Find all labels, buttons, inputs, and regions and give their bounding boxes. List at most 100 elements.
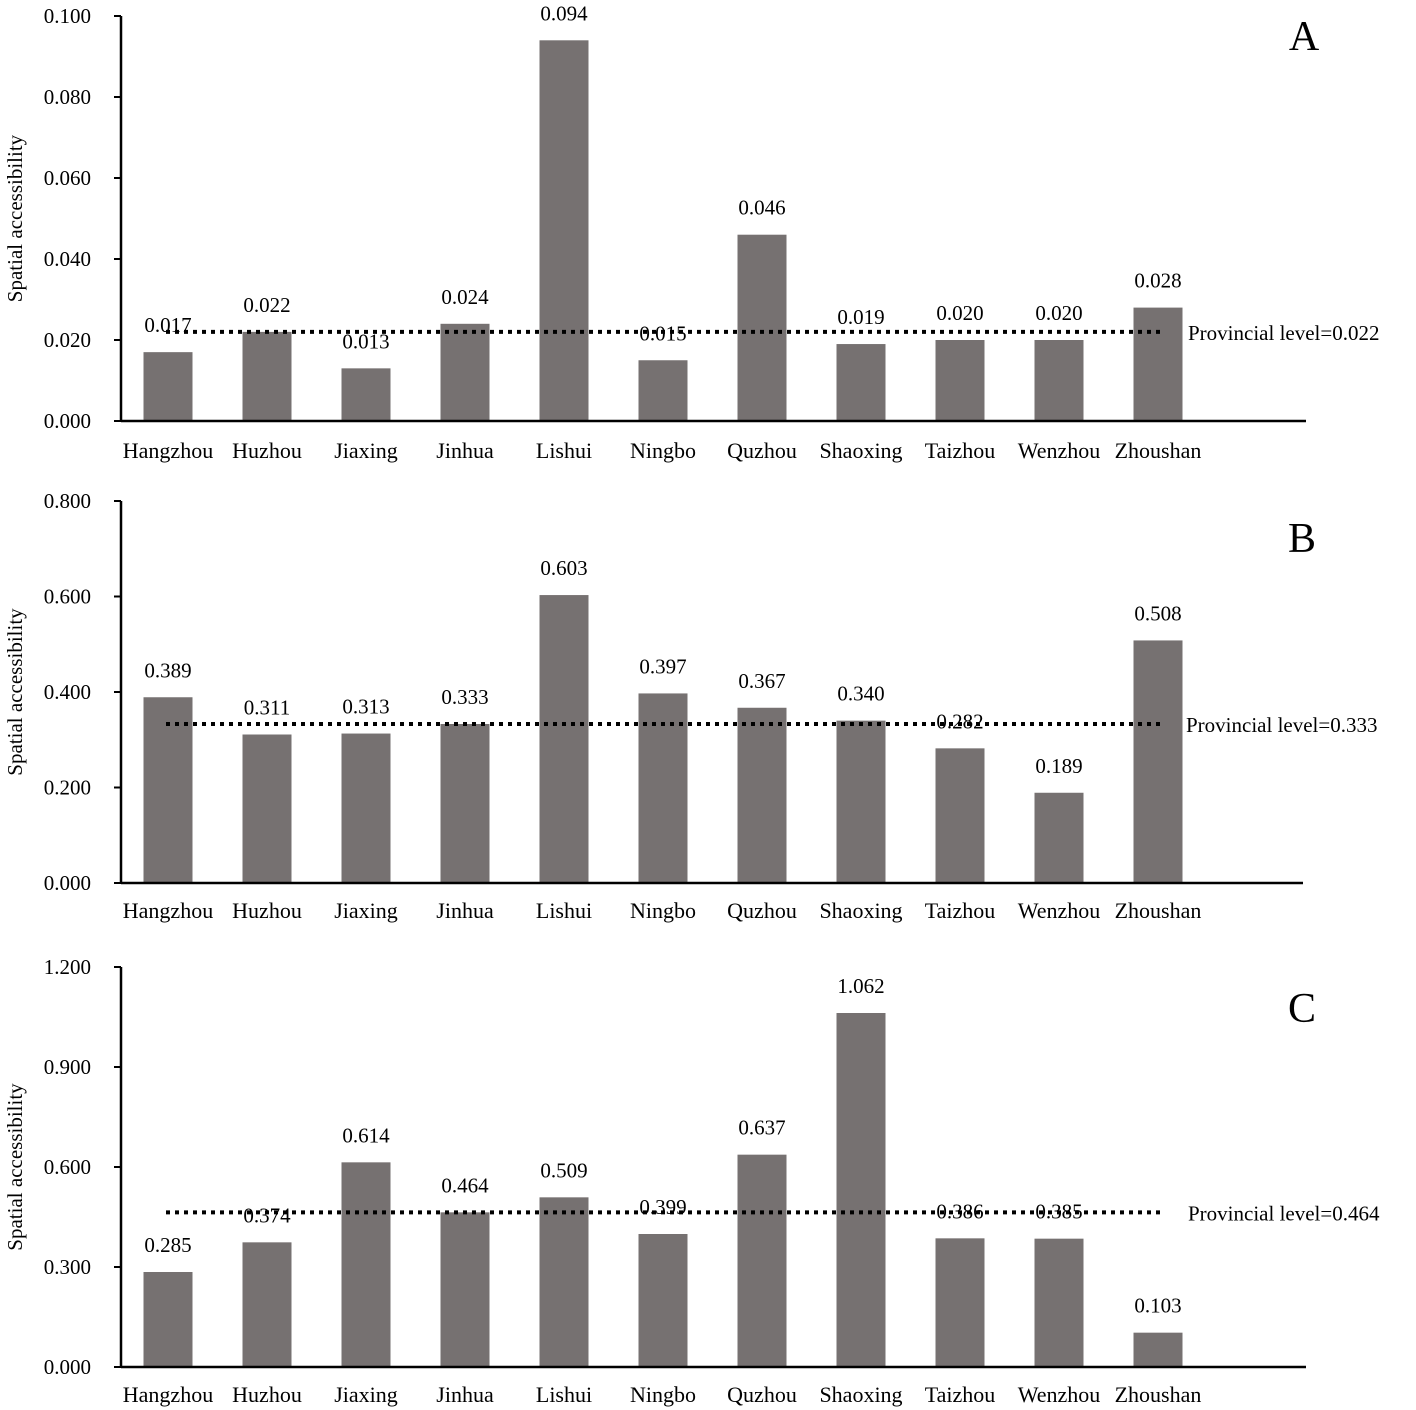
y-tick-label: 0.000	[44, 1355, 91, 1379]
data-label: 0.020	[1035, 301, 1082, 325]
data-label: 0.285	[144, 1233, 191, 1257]
x-tick-label: Lishui	[536, 438, 592, 463]
y-tick-label: 0.000	[44, 871, 91, 895]
bar-quzhou	[737, 707, 787, 883]
bar-lishui	[539, 1197, 589, 1367]
panel-letter: B	[1288, 516, 1316, 562]
x-tick-label: Huzhou	[232, 898, 302, 923]
x-tick-label: Shaoxing	[819, 438, 902, 463]
bar-taizhou	[935, 748, 985, 883]
data-label: 0.367	[738, 669, 785, 693]
provincial-level-label: Provincial level=0.464	[1188, 1201, 1380, 1225]
x-tick-label: Ningbo	[630, 898, 696, 923]
y-tick-label: 0.600	[44, 1155, 91, 1179]
x-tick-label: Zhoushan	[1115, 438, 1202, 463]
data-label: 1.062	[837, 974, 884, 998]
data-label: 0.508	[1134, 601, 1181, 625]
y-tick-label: 0.200	[44, 776, 91, 800]
bar-hangzhou	[143, 697, 193, 883]
x-tick-label: Hangzhou	[123, 898, 213, 923]
x-tick-label: Jinhua	[436, 438, 494, 463]
data-label: 0.333	[441, 685, 488, 709]
x-tick-label: Lishui	[536, 898, 592, 923]
bar-ningbo	[638, 693, 688, 883]
data-label: 0.028	[1134, 269, 1181, 293]
bar-wenzhou	[1034, 792, 1084, 883]
panel-c-chart: 0.000 0.300 0.600 0.900 1.200 0.285 Hangzhou 0.…	[3, 955, 1380, 1407]
data-label: 0.024	[441, 285, 489, 309]
x-tick-label: Zhoushan	[1115, 898, 1202, 923]
x-tick-label: Lishui	[536, 1382, 592, 1407]
bar-wenzhou	[1034, 340, 1084, 421]
x-tick-label: Jiaxing	[334, 438, 398, 463]
bar-shaoxing	[836, 344, 886, 421]
y-tick-label: 0.300	[44, 1255, 91, 1279]
x-tick-label: Jiaxing	[334, 1382, 398, 1407]
data-label: 0.464	[441, 1173, 489, 1197]
panel-letter: C	[1288, 986, 1316, 1032]
data-label: 0.509	[540, 1158, 587, 1182]
x-tick-label: Quzhou	[727, 438, 797, 463]
y-axis-title: Spatial accessibility	[3, 608, 27, 776]
x-tick-label: Huzhou	[232, 438, 302, 463]
bar-shaoxing	[836, 720, 886, 883]
data-label: 0.282	[936, 709, 983, 733]
x-tick-label: Ningbo	[630, 438, 696, 463]
y-tick-label: 0.020	[44, 328, 91, 352]
bar-quzhou	[737, 1154, 787, 1367]
x-tick-label: Shaoxing	[819, 1382, 902, 1407]
y-tick-label: 0.600	[44, 585, 91, 609]
x-tick-label: Shaoxing	[819, 898, 902, 923]
x-tick-label: Taizhou	[925, 898, 996, 923]
bar-jiaxing	[341, 1162, 391, 1367]
x-tick-label: Jinhua	[436, 898, 494, 923]
y-tick-label: 1.200	[44, 955, 91, 979]
data-label: 0.094	[540, 1, 588, 25]
data-label: 0.389	[144, 658, 191, 682]
bar-jiaxing	[341, 368, 391, 421]
bar-jinhua	[440, 1212, 490, 1367]
x-tick-label: Wenzhou	[1018, 898, 1101, 923]
x-tick-label: Taizhou	[925, 438, 996, 463]
x-tick-label: Jinhua	[436, 1382, 494, 1407]
data-label: 0.313	[342, 695, 389, 719]
bar-shaoxing	[836, 1013, 886, 1367]
data-label: 0.340	[837, 682, 884, 706]
data-label: 0.603	[540, 556, 587, 580]
panel-letter: A	[1289, 14, 1320, 60]
bar-lishui	[539, 40, 589, 422]
bar-jinhua	[440, 723, 490, 883]
data-label: 0.399	[639, 1195, 686, 1219]
y-tick-label: 0.000	[44, 409, 91, 433]
data-label: 0.374	[243, 1203, 291, 1227]
x-tick-label: Ningbo	[630, 1382, 696, 1407]
y-tick-label: 0.800	[44, 489, 91, 513]
provincial-level-label: Provincial level=0.333	[1186, 713, 1377, 737]
data-label: 0.614	[342, 1123, 390, 1147]
bar-hangzhou	[143, 352, 193, 421]
bar-zhoushan	[1133, 640, 1183, 883]
bar-huzhou	[242, 734, 292, 883]
x-tick-label: Quzhou	[727, 1382, 797, 1407]
data-label: 0.397	[639, 654, 686, 678]
bar-huzhou	[242, 331, 292, 421]
bar-ningbo	[638, 1234, 688, 1367]
data-label: 0.103	[1134, 1294, 1181, 1318]
data-label: 0.637	[738, 1116, 785, 1140]
bar-taizhou	[935, 340, 985, 421]
y-tick-label: 0.060	[44, 166, 91, 190]
y-tick-label: 0.040	[44, 247, 91, 271]
data-label: 0.019	[837, 305, 884, 329]
y-axis-title: Spatial accessibility	[3, 134, 27, 302]
bar-zhoushan	[1133, 1332, 1183, 1367]
y-axis-title: Spatial accessibility	[3, 1083, 27, 1251]
y-tick-label: 0.900	[44, 1055, 91, 1079]
bar-wenzhou	[1034, 1238, 1084, 1367]
data-label: 0.046	[738, 196, 785, 220]
y-tick-label: 0.080	[44, 85, 91, 109]
data-label: 0.020	[936, 301, 983, 325]
bar-jinhua	[440, 323, 490, 421]
bar-quzhou	[737, 234, 787, 421]
x-tick-label: Zhoushan	[1115, 1382, 1202, 1407]
